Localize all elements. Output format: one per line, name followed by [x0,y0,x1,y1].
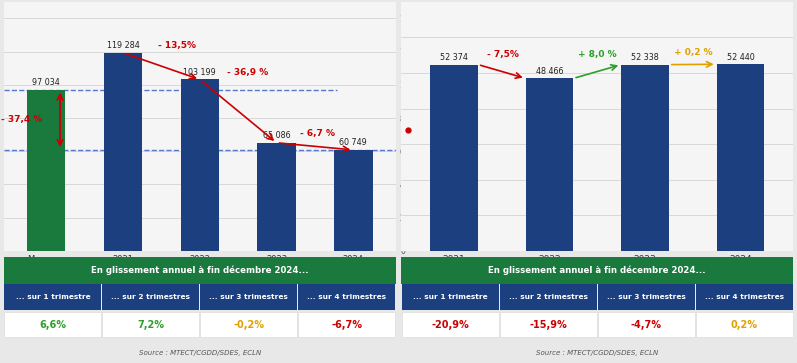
Bar [500,312,597,338]
Bar [257,143,296,251]
Bar [104,53,142,251]
Text: En glissement annuel à fin décembre 2024...: En glissement annuel à fin décembre 2024… [489,265,706,275]
Text: 52 374: 52 374 [440,53,468,62]
Text: + 0,2 %: + 0,2 % [673,48,713,57]
Bar [4,312,101,338]
Text: 60 749: 60 749 [340,138,367,147]
Bar [500,284,597,310]
Text: ... sur 2 trimestres: ... sur 2 trimestres [112,294,190,301]
Bar [4,257,395,284]
Bar [696,312,793,338]
Text: - 36,9 %: - 36,9 % [226,68,268,77]
Bar [402,257,793,284]
Bar [27,90,65,251]
Bar [525,78,573,251]
Text: 103 199: 103 199 [183,68,216,77]
Text: 119 284: 119 284 [107,41,139,50]
Text: -20,9%: -20,9% [431,320,469,330]
Bar [4,284,101,310]
Bar [334,150,372,251]
Text: En glissement annuel à fin décembre 2024...: En glissement annuel à fin décembre 2024… [91,265,308,275]
Bar [102,312,199,338]
Text: + 8,0 %: + 8,0 % [578,50,617,59]
Text: -4,7%: -4,7% [630,320,662,330]
Bar [402,312,499,338]
Text: - 13,5%: - 13,5% [158,41,195,50]
Bar [696,284,793,310]
Text: 52 440: 52 440 [727,53,755,62]
Text: ... sur 4 trimestres: ... sur 4 trimestres [307,294,386,301]
Text: Source : MTECT/CGDD/SDES, ECLN: Source : MTECT/CGDD/SDES, ECLN [139,350,261,356]
Bar [598,284,695,310]
Text: Source : MTECT/CGDD/SDES, ECLN: Source : MTECT/CGDD/SDES, ECLN [536,350,658,356]
Bar [298,284,395,310]
Bar [717,64,764,251]
Bar [621,65,669,251]
Bar [298,312,395,338]
Text: ... sur 3 trimestres: ... sur 3 trimestres [607,294,685,301]
Bar [402,284,499,310]
Text: - 6,7 %: - 6,7 % [300,129,335,138]
Text: ... sur 3 trimestres: ... sur 3 trimestres [210,294,288,301]
Text: 0,2%: 0,2% [731,320,758,330]
Text: - 7,5%: - 7,5% [488,50,520,59]
Text: 48 466: 48 466 [536,67,563,76]
Bar [102,284,199,310]
Text: 65 086: 65 086 [263,131,290,140]
Text: - 37,4 %: - 37,4 % [1,115,42,125]
Text: 52 338: 52 338 [631,53,659,62]
Text: -0,2%: -0,2% [234,320,265,330]
Text: -6,7%: -6,7% [331,320,362,330]
Text: 7,2%: 7,2% [137,320,164,330]
Text: ... sur 2 trimestres: ... sur 2 trimestres [508,294,587,301]
Text: 6,6%: 6,6% [39,320,66,330]
Bar [181,79,219,251]
Text: ... sur 4 trimestres: ... sur 4 trimestres [705,294,783,301]
Bar [200,284,297,310]
Text: ... sur 1 trimestre: ... sur 1 trimestre [413,294,488,301]
Bar [598,312,695,338]
Text: -15,9%: -15,9% [529,320,567,330]
Text: 97 034: 97 034 [33,78,60,87]
Text: ... sur 1 trimestre: ... sur 1 trimestre [16,294,90,301]
Bar [200,312,297,338]
Bar [430,65,478,251]
